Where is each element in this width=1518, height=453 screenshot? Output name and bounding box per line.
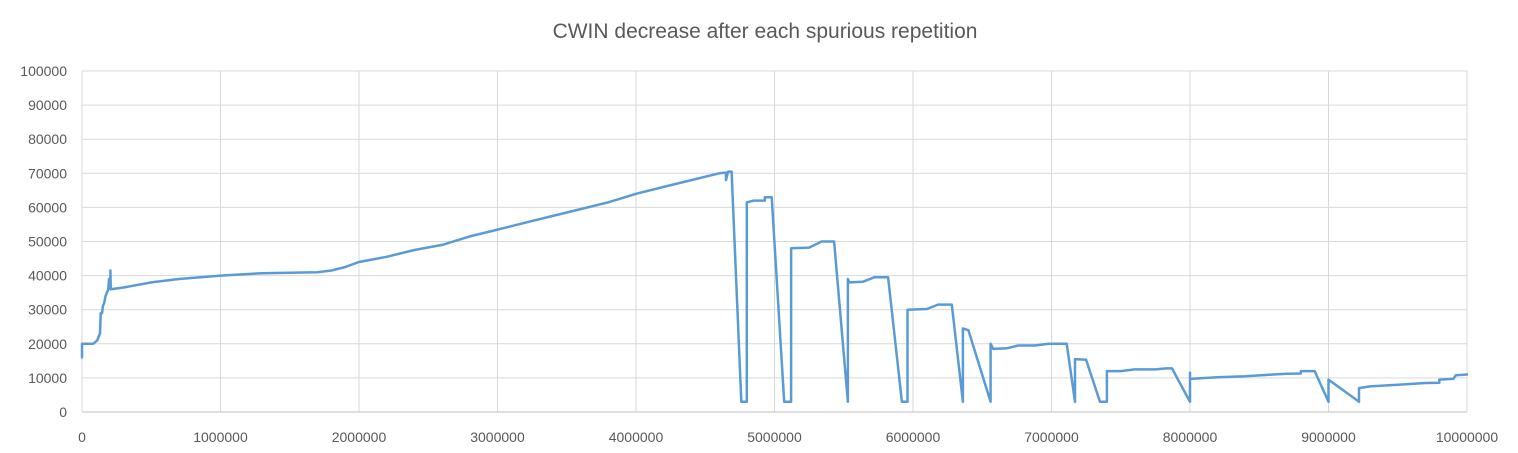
chart-title: CWIN decrease after each spurious repeti… [553,20,978,43]
y-tick-label: 70000 [28,165,67,181]
y-tick-label: 30000 [28,302,67,318]
x-tick-label: 10000000 [1436,429,1499,445]
x-tick-label: 2000000 [332,429,387,445]
y-tick-label: 40000 [28,268,67,284]
y-tick-label: 90000 [28,97,67,113]
x-axis-ticks: 0 1000000 2000000 3000000 4000000 5000000 6000… [78,429,1498,445]
y-tick-label: 0 [59,404,67,420]
y-tick-label: 50000 [28,234,67,250]
series-line [80,170,1469,404]
x-tick-label: 1000000 [193,429,248,445]
y-tick-label: 100000 [20,63,67,79]
y-axis-ticks: 0 10000 20000 30000 40000 50000 60000 70000 8000… [20,63,67,420]
y-tick-label: 60000 [28,199,67,215]
x-tick-label: 7000000 [1024,429,1079,445]
x-tick-label: 3000000 [470,429,525,445]
x-tick-label: 8000000 [1163,429,1218,445]
x-tick-label: 4000000 [609,429,664,445]
y-tick-label: 10000 [28,370,67,386]
x-tick-label: 6000000 [886,429,941,445]
y-tick-label: 80000 [28,131,67,147]
x-tick-label: 0 [78,429,86,445]
series-layer [80,170,1469,404]
x-tick-label: 9000000 [1301,429,1356,445]
x-tick-label: 5000000 [747,429,802,445]
y-tick-label: 20000 [28,336,67,352]
